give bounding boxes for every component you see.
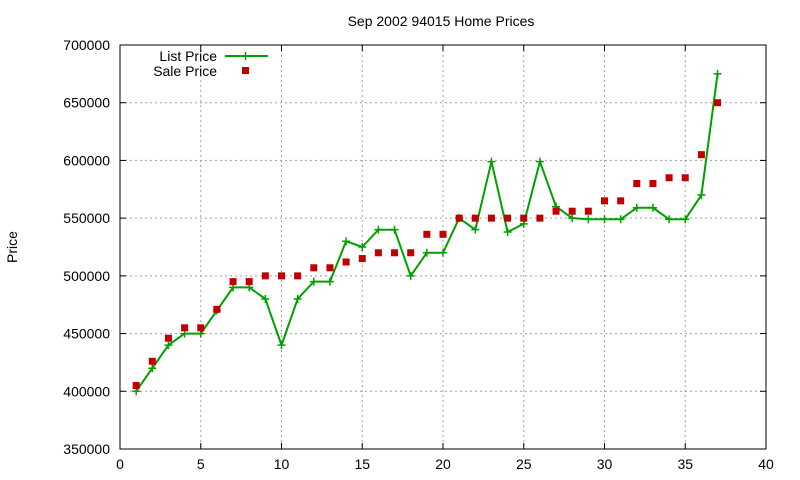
sale-price-point [342, 258, 350, 266]
x-tick-label: 30 [597, 456, 613, 472]
x-tick-label: 0 [116, 456, 124, 472]
tick-layer: 0 5 10 15 20 25 30 35 40 350000 400000 450000 500000… [63, 37, 774, 472]
list-price-point [648, 203, 657, 212]
y-tick-label: 700000 [63, 37, 110, 53]
sale-price-point [568, 207, 576, 215]
sale-price-point [245, 278, 253, 286]
list-price-point [390, 225, 399, 234]
x-tick-label: 20 [435, 456, 451, 472]
y-tick-label: 600000 [63, 152, 110, 168]
x-tick-label: 35 [677, 456, 693, 472]
sale-price-point [617, 197, 625, 205]
sale-price-point [487, 214, 495, 222]
list-price-point [293, 294, 302, 303]
y-tick-label: 500000 [63, 268, 110, 284]
sale-price-point [455, 214, 463, 222]
sale-price-point [197, 324, 205, 332]
y-tick-label: 650000 [63, 95, 110, 111]
list-price-point [325, 277, 334, 286]
y-tick-label: 400000 [63, 383, 110, 399]
legend-marker-sale-price [242, 67, 249, 74]
list-price-point [600, 215, 609, 224]
sale-price-point [439, 230, 447, 238]
list-price-point [713, 69, 722, 78]
list-price-point [697, 191, 706, 200]
sale-price-point [665, 174, 673, 182]
sale-price-point [229, 278, 237, 286]
sale-price-point [132, 382, 140, 390]
sale-price-point [649, 180, 657, 188]
list-price-point [471, 225, 480, 234]
grid-layer [120, 45, 766, 449]
list-price-point [342, 237, 351, 246]
list-price-point [535, 157, 544, 166]
sale-price-point [714, 99, 722, 107]
sale-price-point [584, 207, 592, 215]
sale-price-point [601, 197, 608, 205]
list-price-point [358, 243, 367, 251]
sale-price-point [471, 214, 479, 222]
legend: List Price Sale Price [153, 48, 268, 79]
list-price-point [681, 215, 690, 224]
sale-price-point [407, 249, 415, 257]
list-price-point [277, 341, 286, 350]
list-price-point [148, 364, 157, 373]
sale-price-point [423, 230, 431, 238]
y-axis-label: Price [4, 231, 20, 263]
list-price-point [261, 294, 270, 303]
list-price-point [406, 271, 415, 280]
y-tick-label: 550000 [63, 210, 110, 226]
chart-title: Sep 2002 94015 Home Prices [348, 13, 535, 29]
list-price-point [487, 157, 496, 166]
legend-label-sale-price: Sale Price [153, 63, 217, 79]
list-price-point [568, 214, 577, 223]
list-price-point [439, 248, 447, 257]
list-price-point [503, 227, 512, 236]
x-tick-label: 10 [274, 456, 290, 472]
legend-label-list-price: List Price [159, 48, 217, 64]
x-tick-label: 5 [197, 456, 205, 472]
sale-price-point [326, 264, 334, 272]
sale-price-point [520, 214, 528, 222]
sale-price-point [374, 249, 382, 257]
sale-price-point [278, 272, 285, 280]
sale-price-point [391, 249, 399, 257]
sale-price-point [697, 151, 705, 159]
x-tick-label: 15 [354, 456, 370, 472]
sale-price-point [358, 255, 366, 263]
legend-marker-list-price [241, 52, 250, 60]
sale-price-point [681, 174, 689, 182]
list-price-point [584, 215, 593, 224]
sale-price-point [213, 305, 221, 313]
series-layer [132, 69, 722, 396]
list-price-point [632, 203, 641, 212]
list-price-point [164, 341, 173, 350]
x-tick-label: 25 [516, 456, 532, 472]
sale-price-point [552, 207, 560, 215]
sale-price-point [164, 334, 172, 342]
list-price-point [374, 225, 383, 234]
sale-price-point [261, 272, 269, 280]
sale-price-point [310, 264, 318, 272]
x-tick-label: 40 [758, 456, 774, 472]
sale-price-point [504, 214, 512, 222]
list-price-point [422, 248, 431, 257]
sale-price-point [294, 272, 302, 280]
sale-price-point [633, 180, 641, 188]
list-price-point [665, 215, 674, 224]
list-price-point [616, 215, 625, 224]
sale-price-point [148, 357, 156, 365]
sale-price-point [536, 214, 544, 222]
list-price-point [309, 277, 318, 286]
y-tick-label: 350000 [63, 441, 110, 457]
y-tick-label: 450000 [63, 326, 110, 342]
sale-price-point [181, 324, 189, 332]
